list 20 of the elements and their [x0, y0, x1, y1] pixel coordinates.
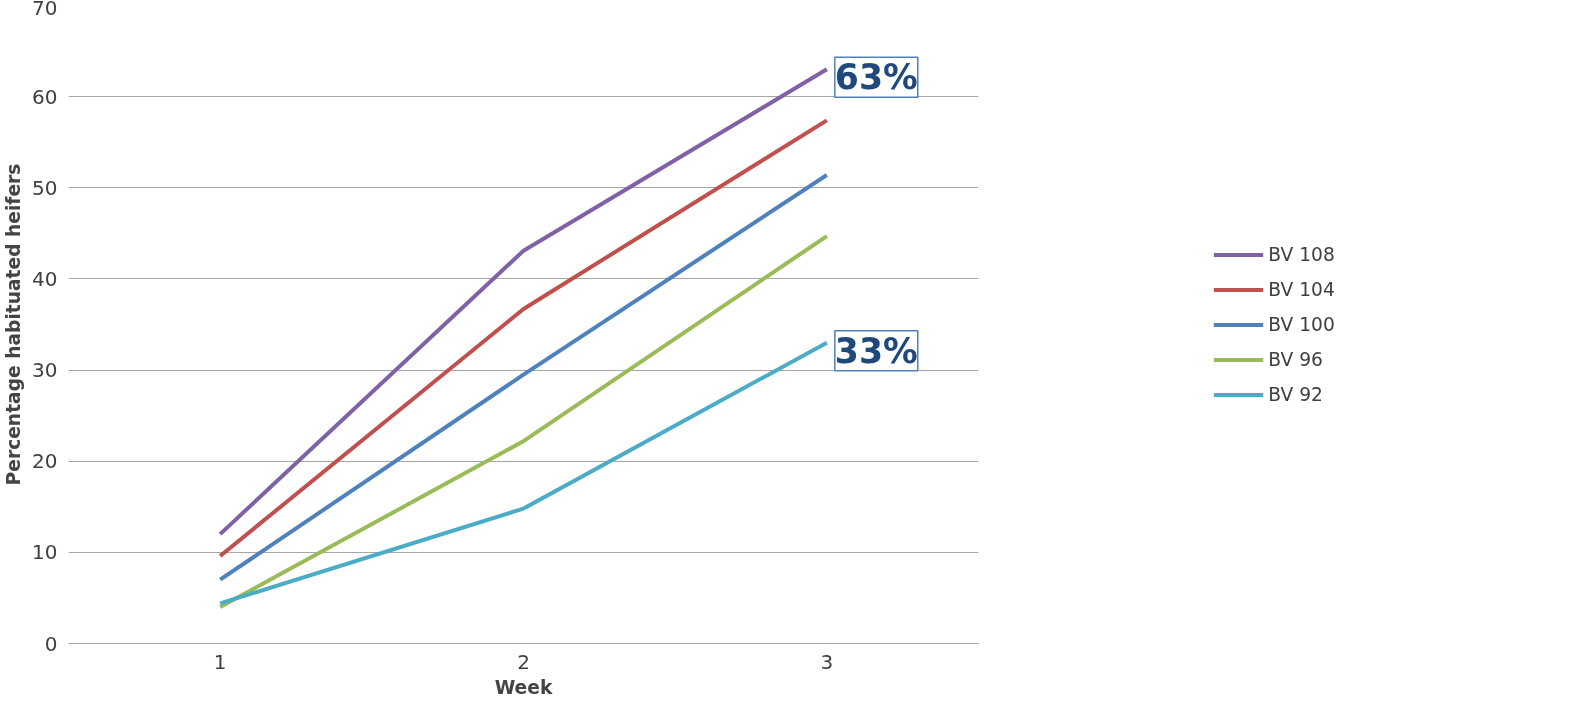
x-axis-title: Week	[494, 676, 553, 698]
annotation: 63%	[834, 57, 918, 98]
x-tick-label: 2	[517, 649, 530, 674]
y-tick-label: 20	[32, 449, 58, 474]
legend-label: BV 104	[1268, 278, 1335, 300]
x-tick-label: 3	[820, 649, 834, 674]
y-axis-title: Percentage habituated heifers	[3, 163, 25, 486]
y-tick-label: 40	[32, 266, 58, 291]
legend-label: BV 100	[1268, 313, 1335, 335]
y-tick-label: 70	[32, 0, 58, 20]
legend-label: BV 96	[1268, 348, 1323, 370]
y-tick-label: 0	[44, 631, 58, 656]
annotation: 33%	[834, 330, 918, 371]
y-tick-label: 50	[32, 175, 58, 200]
legend-label: BV 92	[1268, 383, 1323, 405]
x-tick-label: 1	[213, 649, 227, 674]
y-tick-label: 10	[32, 540, 58, 565]
legend-label: BV 108	[1268, 243, 1335, 265]
y-tick-label: 30	[32, 358, 58, 383]
y-tick-label: 60	[32, 84, 58, 109]
